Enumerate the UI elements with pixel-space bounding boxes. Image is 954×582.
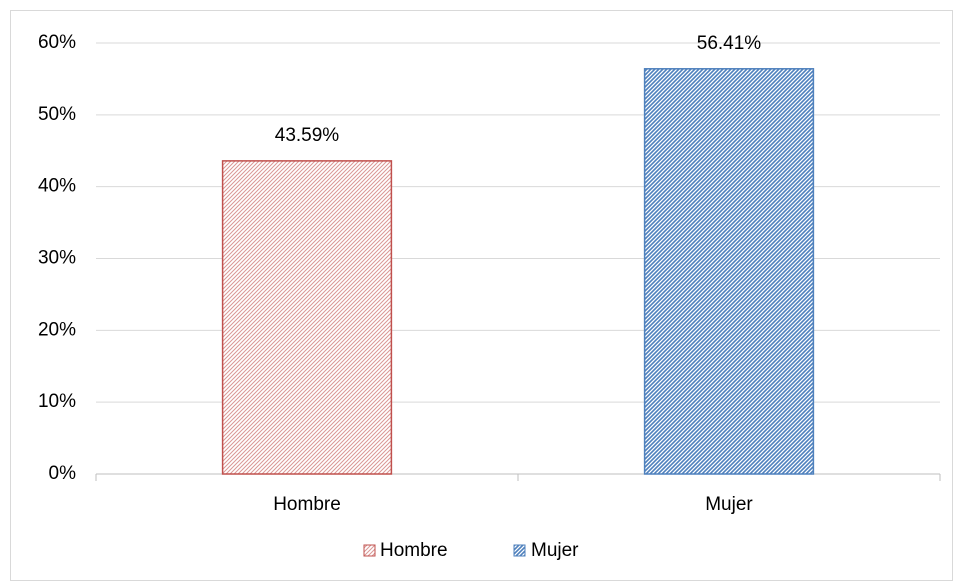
- legend-label: Hombre: [380, 540, 448, 561]
- bar: [221, 160, 393, 475]
- data-label: 56.41%: [697, 33, 762, 54]
- legend-swatch: [363, 544, 376, 557]
- bar: [643, 68, 815, 475]
- y-tick-label: 30%: [38, 248, 76, 269]
- y-tick-label: 50%: [38, 104, 76, 125]
- y-tick-label: 60%: [38, 32, 76, 53]
- y-tick-label: 0%: [49, 463, 77, 484]
- y-tick-label: 20%: [38, 319, 76, 340]
- y-tick-label: 40%: [38, 176, 76, 197]
- legend-swatch: [513, 544, 526, 557]
- data-label: 43.59%: [275, 125, 340, 146]
- x-tick-label: Mujer: [705, 494, 753, 515]
- legend-label: Mujer: [531, 540, 579, 561]
- x-tick-label: Hombre: [273, 494, 341, 515]
- y-tick-label: 10%: [38, 391, 76, 412]
- chart-border: [10, 10, 953, 581]
